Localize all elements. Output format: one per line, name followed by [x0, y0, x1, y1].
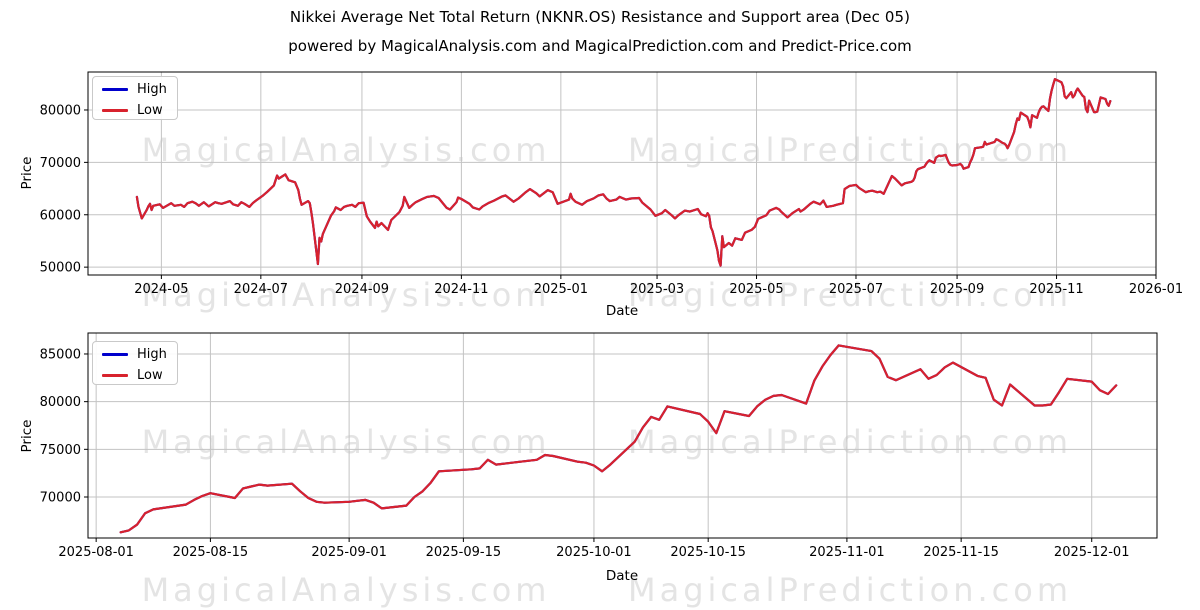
watermark-row: MagicalAnalysis.com MagicalPrediction.co… — [0, 275, 1200, 315]
svg-text:85000: 85000 — [40, 347, 81, 362]
high-line-swatch — [102, 353, 128, 356]
svg-text:2025-01: 2025-01 — [534, 282, 588, 297]
svg-text:2026-01: 2026-01 — [1129, 282, 1183, 297]
svg-text:2025-05: 2025-05 — [729, 282, 783, 297]
svg-text:80000: 80000 — [40, 103, 81, 118]
svg-text:50000: 50000 — [40, 261, 81, 276]
low-line-swatch — [102, 374, 128, 377]
svg-text:70000: 70000 — [40, 156, 81, 171]
svg-text:2024-09: 2024-09 — [335, 282, 389, 297]
figure-subtitle: powered by MagicalAnalysis.com and Magic… — [288, 37, 912, 55]
legend-item-low: Low — [102, 365, 177, 386]
legend-label-low: Low — [137, 103, 163, 118]
svg-text:80000: 80000 — [40, 395, 81, 410]
low-line-swatch — [102, 109, 128, 112]
svg-text:2025-11-01: 2025-11-01 — [809, 545, 885, 560]
svg-text:2024-07: 2024-07 — [234, 282, 288, 297]
svg-text:2025-11-15: 2025-11-15 — [923, 545, 999, 560]
svg-text:2025-09-01: 2025-09-01 — [311, 545, 387, 560]
high-line-swatch — [102, 88, 128, 91]
legend-top-chart: High Low — [92, 76, 178, 120]
legend-item-high: High — [102, 344, 177, 365]
svg-text:2024-05: 2024-05 — [134, 282, 188, 297]
svg-text:2025-10-15: 2025-10-15 — [670, 545, 746, 560]
legend-label-high: High — [137, 82, 167, 97]
watermark-text: MagicalAnalysis.com — [141, 276, 551, 314]
watermark-text: MagicalPrediction.com — [628, 423, 1072, 461]
bottom-chart-y-axis-label: Price — [19, 419, 35, 453]
watermark-text: MagicalPrediction.com — [628, 276, 1072, 314]
svg-text:2025-12-01: 2025-12-01 — [1054, 545, 1130, 560]
svg-text:2025-03: 2025-03 — [630, 282, 684, 297]
bottom-chart-x-axis-label: Date — [605, 568, 639, 584]
svg-text:2025-09: 2025-09 — [930, 282, 984, 297]
figure-title: Nikkei Average Net Total Return (NKNR.OS… — [289, 8, 911, 26]
legend-label-high: High — [137, 347, 167, 362]
svg-text:2025-10-01: 2025-10-01 — [556, 545, 632, 560]
svg-text:70000: 70000 — [40, 491, 81, 506]
top-chart-y-axis-label: Price — [19, 156, 35, 190]
legend-item-high: High — [102, 79, 177, 100]
svg-text:2025-07: 2025-07 — [829, 282, 883, 297]
legend-label-low: Low — [137, 368, 163, 383]
svg-text:75000: 75000 — [40, 443, 81, 458]
svg-text:2025-09-15: 2025-09-15 — [426, 545, 502, 560]
svg-text:2024-11: 2024-11 — [434, 282, 488, 297]
legend-item-low: Low — [102, 100, 177, 121]
svg-text:2025-08-15: 2025-08-15 — [173, 545, 249, 560]
watermark-text: MagicalAnalysis.com — [141, 423, 551, 461]
svg-text:2025-11: 2025-11 — [1029, 282, 1083, 297]
svg-text:2025-08-01: 2025-08-01 — [58, 545, 134, 560]
legend-bottom-chart: High Low — [92, 341, 178, 385]
watermark-row: MagicalAnalysis.com MagicalPrediction.co… — [0, 422, 1200, 462]
svg-text:60000: 60000 — [40, 208, 81, 223]
top-chart-x-axis-label: Date — [605, 303, 639, 319]
